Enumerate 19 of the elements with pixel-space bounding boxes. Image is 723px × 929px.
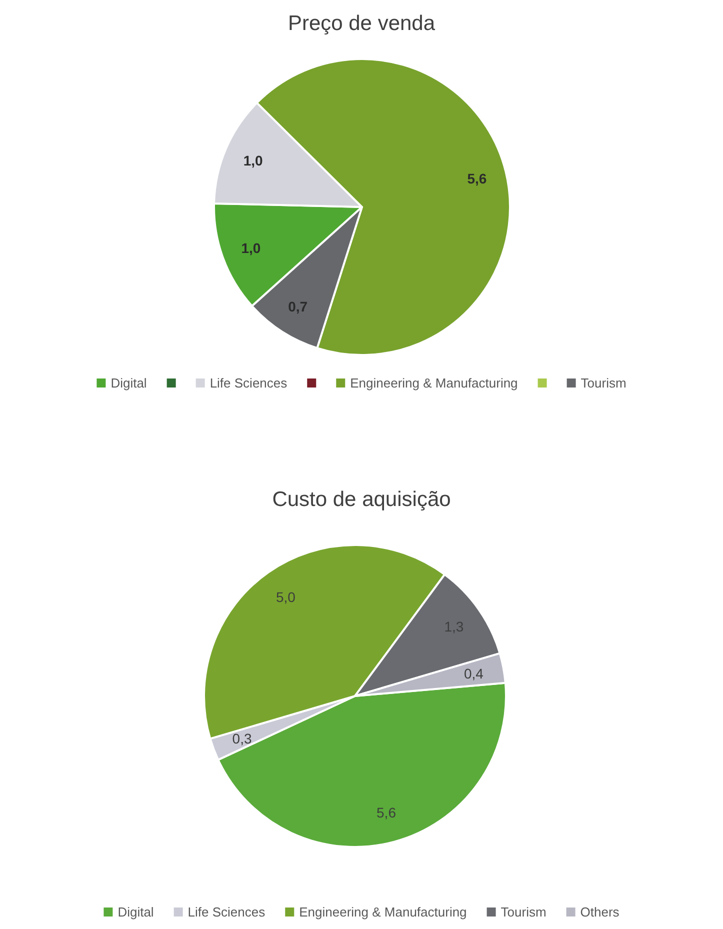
legend-label: Life Sciences	[210, 376, 288, 391]
data-label: 5,6	[467, 170, 487, 187]
chart-title: Custo de aquisição	[272, 488, 451, 511]
data-label: 1,0	[241, 240, 261, 256]
legend-label: Tourism	[580, 376, 626, 391]
legend-label: Engineering & Manufacturing	[350, 376, 518, 391]
data-label: 0,4	[464, 665, 484, 682]
legend-label: Digital	[118, 904, 154, 920]
legend-label: Life Sciences	[188, 904, 266, 920]
legend-label: Others	[580, 904, 620, 920]
data-label: 5,0	[276, 588, 296, 605]
legend-label: Digital	[110, 376, 147, 391]
legend-label: Engineering & Manufacturing	[299, 904, 467, 920]
data-label: 0,7	[288, 298, 308, 314]
data-label: 1,0	[243, 152, 263, 169]
chart-title: Preço de venda	[288, 12, 436, 35]
legend-label: Tourism	[500, 904, 546, 920]
data-label: 0,3	[232, 730, 252, 747]
data-label: 5,6	[376, 804, 396, 821]
